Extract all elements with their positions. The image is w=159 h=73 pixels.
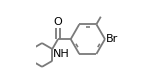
- Text: NH: NH: [53, 49, 69, 59]
- Text: O: O: [54, 17, 62, 27]
- Text: Br: Br: [106, 34, 118, 44]
